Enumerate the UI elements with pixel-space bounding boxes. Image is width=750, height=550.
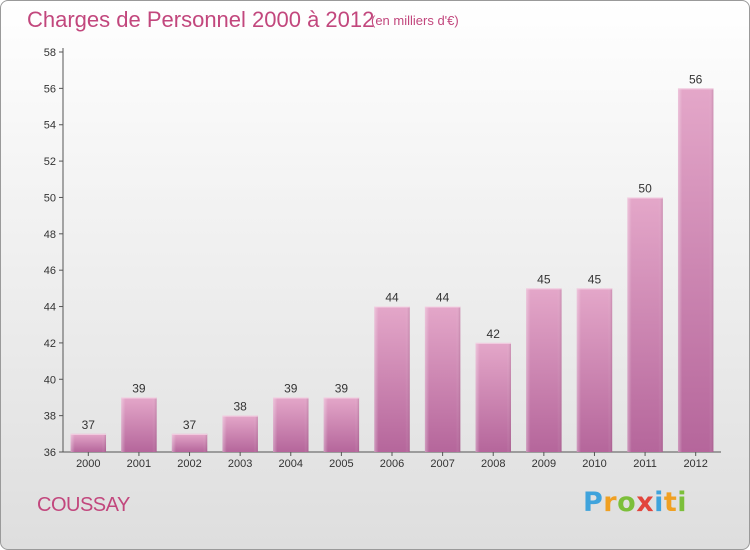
bar-shade-2003 — [222, 415, 258, 452]
logo-letter-p: P — [583, 487, 604, 518]
x-tick-label: 2012 — [683, 458, 707, 470]
x-tick-label: 2010 — [582, 458, 606, 470]
y-tick-label: 36 — [44, 447, 56, 459]
logo-letter-o: o — [617, 487, 637, 518]
x-tick-label: 2005 — [329, 458, 353, 470]
chart-labels: 2000 37 2001 39 2002 37 2003 38 2004 39 2005 39 2006… — [76, 72, 708, 470]
bar-shade-2002 — [171, 433, 208, 452]
bar-shade-2001 — [121, 397, 157, 452]
y-tick-label: 44 — [44, 302, 56, 314]
bar-shade-2006 — [374, 306, 410, 452]
x-tick-label: 2006 — [380, 458, 404, 470]
data-label: 45 — [537, 272, 551, 286]
bar-shade-2010 — [576, 288, 613, 452]
logo-letter-r: r — [603, 487, 618, 518]
proxiti-logo: Proxiti — [583, 487, 687, 518]
data-label: 44 — [385, 291, 399, 305]
x-tick-label: 2002 — [177, 458, 201, 470]
y-tick-label: 54 — [44, 120, 56, 132]
data-label: 44 — [436, 291, 450, 305]
x-tick-label: 2009 — [532, 458, 556, 470]
y-tick-label: 46 — [44, 265, 56, 277]
bar-shade-2009 — [526, 288, 562, 452]
logo-letter-i2: i — [677, 487, 688, 518]
data-label: 39 — [335, 381, 349, 395]
y-tick-label: 50 — [44, 192, 56, 204]
bar-shade-2012 — [677, 88, 714, 452]
data-label: 50 — [638, 181, 652, 195]
y-tick-label: 58 — [44, 47, 56, 59]
data-label: 37 — [82, 418, 96, 432]
commune-name: COUSSAY — [37, 494, 130, 516]
data-label: 39 — [284, 381, 298, 395]
x-tick-label: 2008 — [481, 458, 505, 470]
bar-shade-2008 — [475, 342, 511, 452]
data-label: 45 — [588, 272, 602, 286]
logo-letter-t: t — [663, 487, 678, 518]
y-tick-label: 52 — [44, 156, 56, 168]
x-tick-label: 2000 — [76, 458, 100, 470]
data-label: 42 — [487, 327, 501, 341]
x-tick-label: 2003 — [228, 458, 252, 470]
bar-shade-2004 — [273, 397, 309, 452]
y-tick-label: 40 — [44, 374, 56, 386]
logo-letter-i: i — [654, 487, 664, 518]
data-label: 39 — [132, 381, 146, 395]
chart-subtitle: (en milliers d'€) — [371, 13, 459, 28]
x-tick-label: 2001 — [127, 458, 151, 470]
y-tick-label: 56 — [44, 83, 56, 95]
bar-shade-2011 — [627, 197, 663, 452]
chart-bars — [70, 88, 714, 452]
x-tick-label: 2004 — [279, 458, 303, 470]
data-label: 37 — [183, 418, 197, 432]
data-label: 38 — [233, 400, 247, 414]
logo-letter-x: x — [636, 487, 655, 518]
bar-shade-2005 — [323, 397, 360, 452]
x-tick-label: 2011 — [633, 458, 657, 470]
bar-shade-2007 — [424, 306, 461, 452]
x-tick-label: 2007 — [430, 458, 454, 470]
data-label: 56 — [689, 72, 703, 86]
y-tick-label: 48 — [44, 229, 56, 241]
y-tick-label: 42 — [44, 338, 56, 350]
y-tick-label: 38 — [44, 411, 56, 423]
chart-title: Charges de Personnel 2000 à 2012 — [27, 7, 375, 32]
bar-shade-2000 — [70, 433, 107, 452]
